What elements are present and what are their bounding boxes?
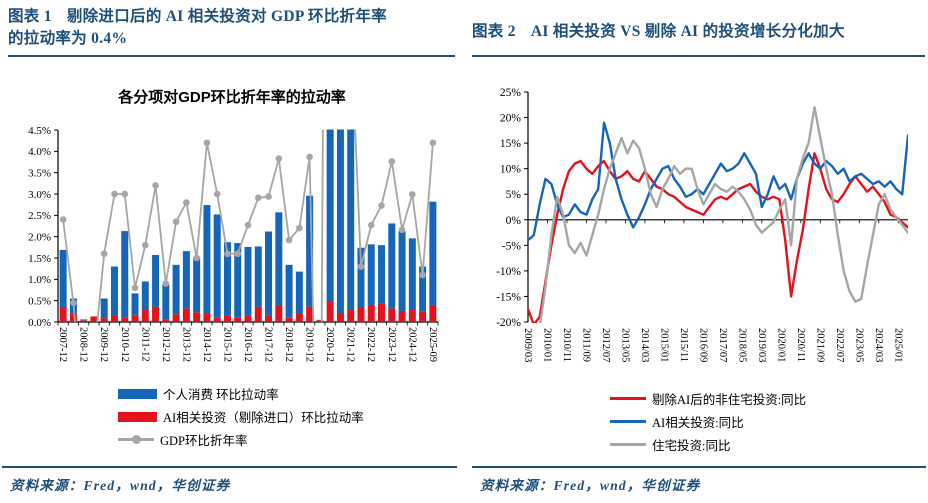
svg-text:2011-12: 2011-12 [139,327,150,362]
svg-text:2013/05: 2013/05 [619,328,630,362]
ai-investment-swatch [118,411,157,422]
figure-1-panel: 图表 1 剔除进口后的 AI 相关投资对 GDP 环比折年率 的拉动率为 0.4% … [2,6,457,494]
svg-text:5%: 5% [506,189,522,201]
svg-text:2020-12: 2020-12 [324,327,335,362]
legend-label: 个人消费 环比拉动率 [163,388,279,402]
svg-text:2015/11: 2015/11 [678,328,689,362]
svg-text:2016/09: 2016/09 [697,328,708,362]
svg-text:20%: 20% [500,113,522,125]
figure-1-chart-plot: 4.5% 4.0% 3.5% 3.0% 2.5% 2.0% 1.5% 1.0% 0.5% 0.0%… [28,125,439,362]
svg-text:2019/03: 2019/03 [756,328,767,362]
svg-text:2023/05: 2023/05 [853,328,864,362]
svg-text:2018/05: 2018/05 [736,328,747,362]
svg-text:3.5%: 3.5% [28,167,51,179]
svg-text:2013-12: 2013-12 [180,327,191,362]
svg-text:2009-12: 2009-12 [98,327,109,362]
figure-2-title: AI 相关投资 VS 剔除 AI 的投资增长分化加大 [530,23,845,40]
svg-text:25%: 25% [500,87,522,99]
svg-text:2.0%: 2.0% [28,231,51,243]
svg-text:1.0%: 1.0% [28,274,51,286]
svg-text:2007-12: 2007-12 [57,327,68,362]
svg-text:2015/01: 2015/01 [658,328,669,362]
svg-text:2020/11: 2020/11 [795,328,806,362]
svg-text:0.5%: 0.5% [28,295,51,307]
svg-text:0.0%: 0.0% [28,317,51,329]
figure-1-label: 图表 1 [8,8,52,25]
figure-1-header: 图表 1 剔除进口后的 AI 相关投资对 GDP 环比折年率 的拉动率为 0.4% [8,6,455,57]
legend-item-gdp-line: GDP环比折年率 [118,428,364,451]
svg-text:3.0%: 3.0% [28,189,51,201]
svg-text:2020/01: 2020/01 [775,328,786,362]
svg-text:2023-12: 2023-12 [386,327,397,362]
consumption-swatch [118,388,157,399]
figure-1-legend: 个人消费 环比拉动率 AI相关投资（剔除进口）环比拉动率 GDP环比折年率 [118,382,364,451]
legend-item-ai-yoy: AI相关投资:同比 [610,410,806,433]
svg-text:-10%: -10% [496,266,521,278]
svg-text:2017-12: 2017-12 [263,327,274,362]
svg-text:2010-12: 2010-12 [119,327,130,362]
legend-label: AI相关投资（剔除进口）环比拉动率 [163,411,364,425]
residential-yoy-swatch [610,443,646,446]
svg-text:2014/03: 2014/03 [639,328,650,362]
svg-text:-15%: -15% [496,291,521,303]
svg-text:2025-09: 2025-09 [427,327,438,362]
svg-text:10%: 10% [500,164,522,176]
figure-1-source: 资料来源：Fred，wnd，华创证券 [2,466,457,494]
svg-text:2009/03: 2009/03 [522,328,533,362]
svg-text:0%: 0% [506,215,522,227]
figure-2-panel: 图表 2 AI 相关投资 VS 剔除 AI 的投资增长分化加大 25% 20% 15%… [464,0,928,503]
svg-text:-20%: -20% [496,317,521,329]
svg-text:2011/09: 2011/09 [580,328,591,362]
figure-2-legend: 剔除AI后的非住宅投资:同比 AI相关投资:同比 住宅投资:同比 [610,387,806,456]
legend-item-consumption: 个人消费 环比拉动率 [118,382,364,405]
figure-1-chart-title: 各分项对GDP环比折年率的拉动率 [118,89,346,106]
svg-text:2014-12: 2014-12 [201,327,212,362]
ai-yoy-swatch [610,420,646,423]
legend-item-residential-yoy: 住宅投资:同比 [610,433,806,456]
legend-label: AI相关投资:同比 [652,416,744,430]
figure-2-chart-plot: 25% 20% 15% 10% 5% 0% -5% -10% -15% -20%2009/03 20… [496,87,908,362]
nonres-ex-ai-swatch [610,397,646,400]
svg-text:-5%: -5% [502,240,522,252]
svg-text:1.5%: 1.5% [28,253,51,265]
svg-text:2010/11: 2010/11 [561,328,572,362]
svg-text:2015-12: 2015-12 [221,327,232,362]
gdp-line-swatch [118,435,154,444]
svg-text:2008-12: 2008-12 [78,327,89,362]
svg-text:4.0%: 4.0% [28,146,51,158]
figure-2-source: 资料来源：Fred，wnd，华创证券 [472,466,926,494]
svg-text:2017/07: 2017/07 [717,328,728,362]
svg-text:2021-12: 2021-12 [345,327,356,362]
legend-item-ai-investment: AI相关投资（剔除进口）环比拉动率 [118,405,364,428]
legend-item-nonres-ex-ai: 剔除AI后的非住宅投资:同比 [610,387,806,410]
svg-text:2016-12: 2016-12 [242,327,253,362]
svg-text:15%: 15% [500,138,522,150]
figure-1-title: 剔除进口后的 AI 相关投资对 GDP 环比折年率 的拉动率为 0.4% [8,8,387,48]
svg-text:2019-12: 2019-12 [304,327,315,362]
svg-text:2012/07: 2012/07 [600,328,611,362]
svg-text:2025/01: 2025/01 [892,328,903,362]
svg-text:2018-12: 2018-12 [283,327,294,362]
svg-text:4.5%: 4.5% [28,125,51,137]
svg-text:2022-12: 2022-12 [365,327,376,362]
legend-label: GDP环比折年率 [160,434,248,448]
svg-text:2010/01: 2010/01 [541,328,552,362]
gdp-marker-dot [132,435,141,444]
svg-text:2.5%: 2.5% [28,210,51,222]
svg-text:2021/09: 2021/09 [814,328,825,362]
figure-2-label: 图表 2 [472,23,516,40]
svg-text:2022/07: 2022/07 [834,328,845,362]
svg-text:2024/03: 2024/03 [873,328,884,362]
svg-text:2012-12: 2012-12 [160,327,171,362]
svg-text:2024-12: 2024-12 [406,327,417,362]
figure-2-header: 图表 2 AI 相关投资 VS 剔除 AI 的投资增长分化加大 [472,6,925,57]
legend-label: 住宅投资:同比 [652,439,731,453]
legend-label: 剔除AI后的非住宅投资:同比 [652,393,807,407]
